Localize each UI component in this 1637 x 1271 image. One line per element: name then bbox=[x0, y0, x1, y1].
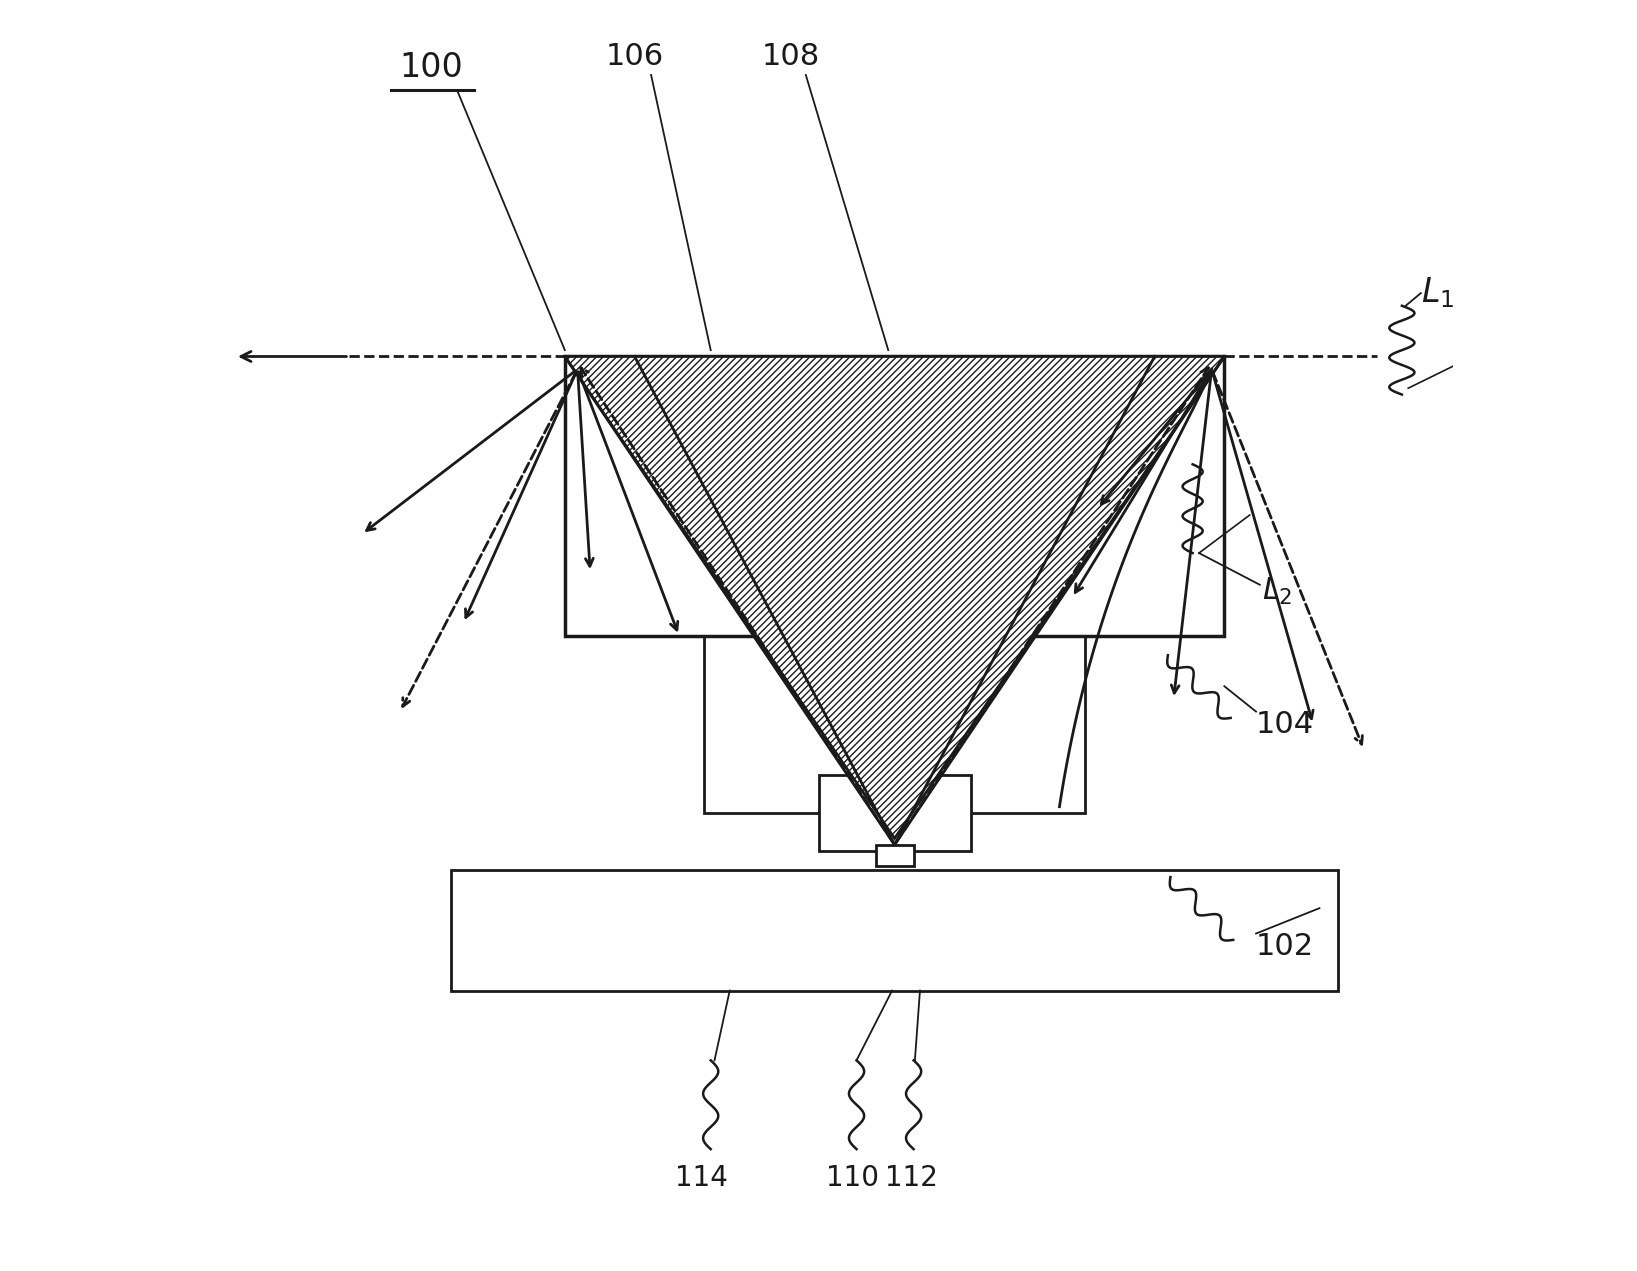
Bar bbox=[818, 775, 971, 852]
Text: 114: 114 bbox=[676, 1164, 728, 1192]
Bar bbox=[450, 871, 1339, 990]
Bar bbox=[565, 356, 1224, 636]
Text: 106: 106 bbox=[606, 42, 663, 71]
Text: $L_2$: $L_2$ bbox=[1262, 576, 1293, 606]
Bar bbox=[704, 636, 1085, 813]
Text: 108: 108 bbox=[761, 42, 820, 71]
Text: 104: 104 bbox=[1256, 709, 1315, 738]
Text: 100: 100 bbox=[399, 51, 463, 84]
Text: $L_1$: $L_1$ bbox=[1421, 276, 1454, 310]
Bar bbox=[876, 845, 913, 867]
Polygon shape bbox=[565, 356, 1224, 839]
Text: 110: 110 bbox=[827, 1164, 879, 1192]
Text: 102: 102 bbox=[1256, 932, 1315, 961]
Text: 112: 112 bbox=[884, 1164, 938, 1192]
